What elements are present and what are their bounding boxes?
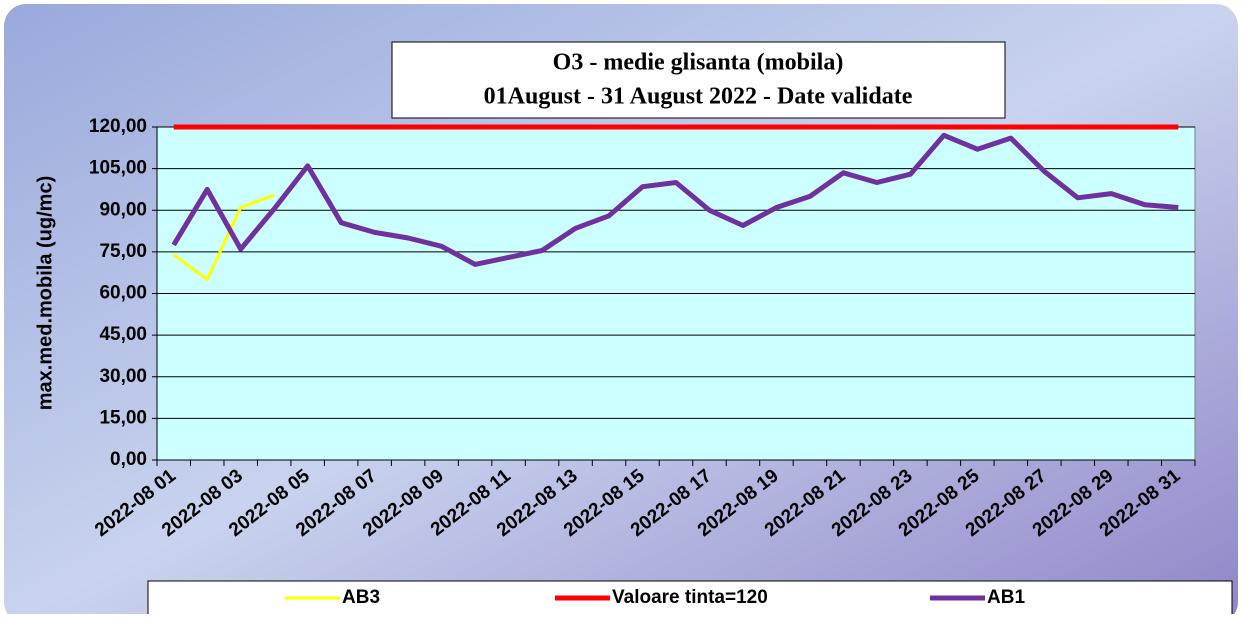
y-tick-label: 30,00	[99, 366, 147, 387]
y-tick-label: 0,00	[110, 449, 147, 470]
chart-subtitle: 01August - 31 August 2022 - Date validat…	[484, 84, 913, 110]
legend-label: AB1	[987, 587, 1025, 608]
y-tick-label: 75,00	[99, 241, 147, 262]
legend-label: AB3	[342, 587, 380, 608]
title-box	[391, 41, 1006, 119]
y-tick-label: 15,00	[99, 407, 147, 428]
legend	[147, 580, 1233, 619]
y-tick-label: 45,00	[99, 324, 147, 345]
series-line	[171, 132, 1179, 267]
y-tick-label: 120,00	[89, 116, 147, 137]
y-tick-label: 90,00	[99, 199, 147, 220]
y-axis-title: max.med.mobila (ug/mc)	[34, 176, 56, 411]
legend-label: Valoare tinta=120	[612, 587, 768, 608]
chart-title: O3 - medie glisanta (mobila)	[553, 50, 844, 76]
y-tick-label: 105,00	[89, 158, 147, 179]
y-tick-label: 60,00	[99, 283, 147, 304]
series-line	[172, 193, 275, 282]
